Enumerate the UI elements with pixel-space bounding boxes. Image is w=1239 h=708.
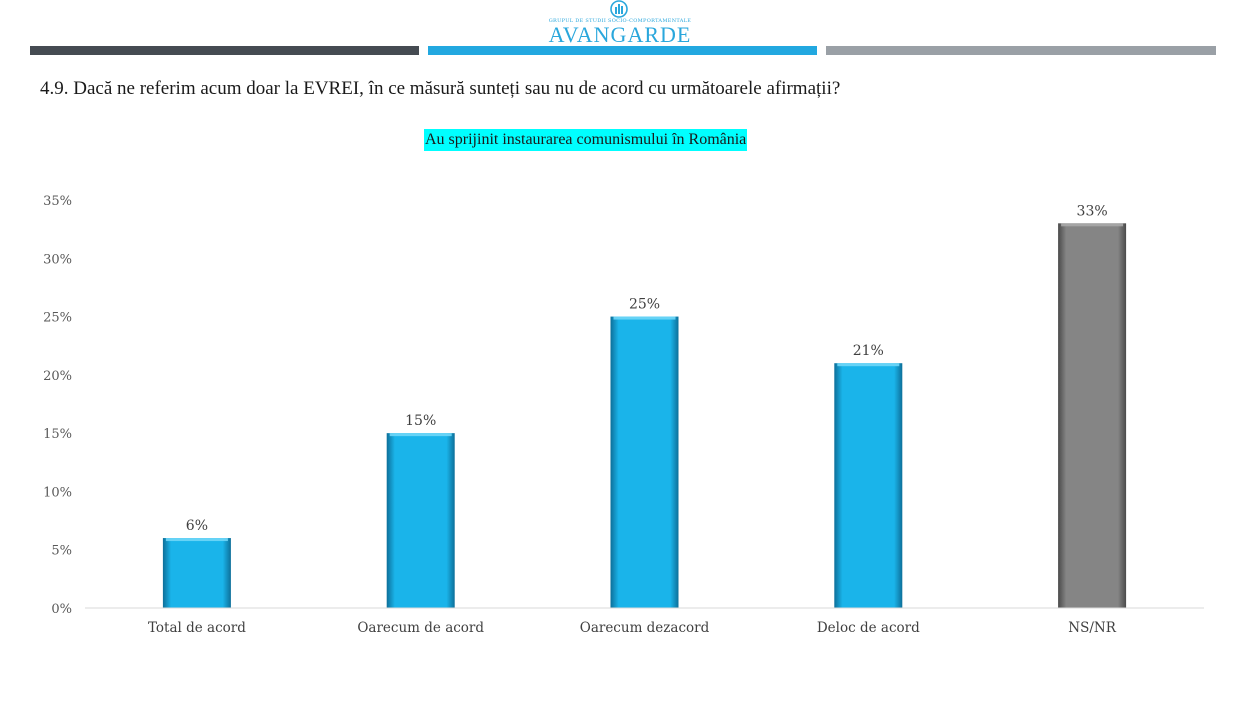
bar-highlight (837, 363, 900, 367)
chart-title: Au sprijinit instaurarea comunismului în… (424, 129, 748, 151)
y-tick-label: 0% (51, 602, 72, 617)
data-label: 25% (629, 297, 660, 313)
data-label: 33% (1077, 203, 1108, 219)
y-tick-label: 30% (43, 252, 72, 267)
y-tick-label: 10% (43, 485, 72, 500)
bars: 6% 15% 25% 21% 33% (162, 203, 1127, 609)
bar (834, 363, 903, 608)
x-tick-label: Oarecum de acord (357, 620, 484, 636)
bar-highlight (389, 433, 452, 437)
bar (162, 538, 231, 608)
header-band-dark (30, 46, 419, 55)
question-text: 4.9. Dacă ne referim acum doar la EVREI,… (40, 78, 841, 99)
bar-highlight (1061, 223, 1124, 227)
y-axis-ticks: 0% 5% 10% 15% 20% 25% 30% 35% (43, 194, 72, 617)
header-band-blue (428, 46, 817, 55)
x-axis-categories: Total de acord Oarecum de acord Oarecum de… (148, 620, 1117, 636)
data-label: 6% (186, 518, 208, 534)
logo-name: AVANGARDE (548, 22, 692, 47)
logo-tagline: GRUPUL DE STUDII SOCIO-COMPORTAMENTALE (548, 18, 692, 24)
avangarde-logo: GRUPUL DE STUDII SOCIO-COMPORTAMENTALE A… (540, 0, 700, 47)
bar-highlight (613, 316, 676, 320)
x-tick-label: Oarecum dezacord (580, 620, 710, 636)
x-tick-label: NS/NR (1068, 620, 1116, 636)
y-tick-label: 5% (51, 544, 72, 559)
x-tick-label: Total de acord (148, 620, 246, 636)
bar (386, 433, 455, 608)
x-tick-label: Deloc de acord (817, 620, 920, 636)
header-band-grey (826, 46, 1216, 55)
y-tick-label: 20% (43, 369, 72, 384)
bar (1058, 223, 1127, 609)
y-tick-label: 15% (43, 427, 72, 442)
bar (610, 316, 679, 608)
data-label: 21% (853, 343, 884, 359)
logo-mark-icon (610, 0, 628, 18)
y-tick-label: 25% (43, 311, 72, 326)
bar-highlight (165, 538, 228, 542)
data-label: 15% (405, 413, 436, 429)
y-tick-label: 35% (43, 194, 72, 209)
